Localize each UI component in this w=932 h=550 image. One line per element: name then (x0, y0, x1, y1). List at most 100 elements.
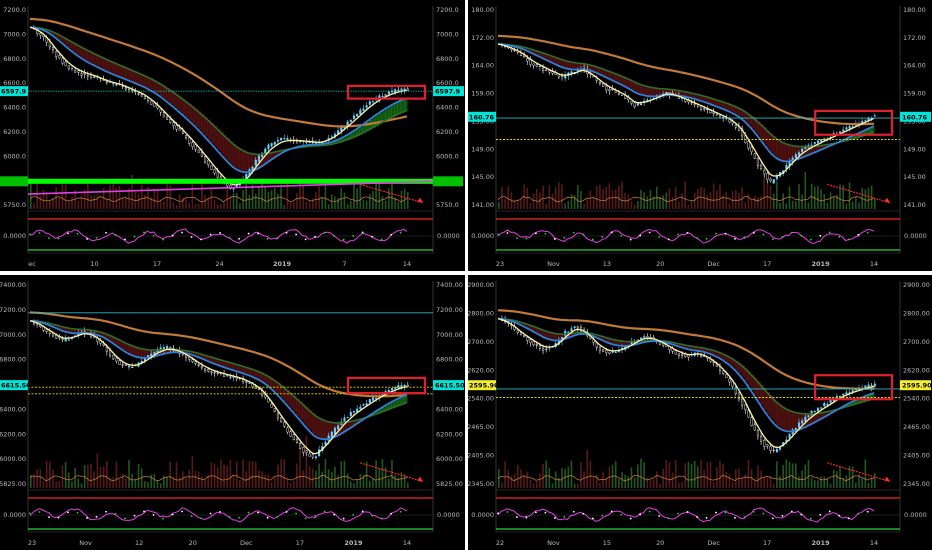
volume-bar (324, 458, 327, 488)
cloud-segment (362, 124, 367, 133)
cloud-segment (343, 422, 348, 433)
candle-body (722, 370, 725, 374)
volume-bar (836, 194, 838, 209)
volume-bar (112, 477, 114, 488)
candle-body (185, 135, 188, 138)
chart-panel-top-left[interactable]: 7200.0 7200.0 7000.0 7000.0 6800.0 6800.0 6600… (0, 0, 465, 271)
cloud-segment (681, 91, 685, 96)
volume-bar (197, 203, 200, 209)
cloud-segment (753, 118, 758, 132)
volume-bar (232, 192, 235, 209)
cloud-segment (817, 145, 821, 152)
cloud-segment (302, 404, 307, 424)
candle-body (118, 360, 121, 365)
y-tick-label: 6200.00 (436, 430, 463, 438)
volume-bar (315, 191, 317, 209)
candle-body (687, 354, 690, 358)
oscillator-dot (162, 517, 164, 520)
price-tag-left (468, 380, 496, 391)
x-tick-label: 2019 (344, 539, 363, 547)
price-tag-left-label: 6597.9 (1, 88, 27, 96)
chart-panel-top-right[interactable]: 180.00 180.00 172.00 172.00 164.00 164.00 159.… (468, 0, 932, 271)
oscillator-dot (563, 236, 566, 239)
volume-bar (52, 198, 54, 209)
volume-bar (662, 195, 664, 209)
oscillator-dot (323, 510, 326, 513)
candle-body (213, 169, 216, 174)
cloud-segment (744, 368, 749, 382)
cloud-segment (599, 335, 603, 339)
chart-panel-bottom-left[interactable]: 7400.00 7400.00 7200.00 7200.00 7000.00 7000.… (0, 275, 465, 550)
candle-body (191, 359, 194, 362)
oscillator-dot (181, 510, 183, 513)
candle-body (131, 366, 134, 368)
oscillator-dot (105, 231, 107, 234)
volume-bar (327, 204, 330, 209)
volume-bar (365, 461, 368, 488)
chart-svg: 2900.00 2900.00 2800.00 2800.00 2700.00 2700.… (468, 281, 932, 547)
cloud-segment (156, 81, 161, 95)
volume-bar (55, 187, 57, 209)
ema-slow-line (497, 317, 875, 415)
volume-bar (678, 202, 680, 209)
cloud-segment (201, 354, 205, 359)
oscillator-dot (715, 232, 717, 235)
cloud-segment (87, 329, 91, 334)
support-tag-right (433, 176, 463, 187)
candle-body (283, 421, 286, 427)
volume-bar (270, 481, 273, 488)
volume-bar (36, 469, 38, 488)
x-tick-label: 10 (90, 260, 98, 268)
volume-bar (750, 199, 753, 209)
x-tick-label: 17 (763, 539, 771, 547)
cloud-segment (867, 395, 872, 401)
volume-bar (832, 196, 835, 209)
volume-bar (251, 460, 254, 488)
volume-bar (131, 473, 133, 488)
chart-panel-bottom-right[interactable]: 2900.00 2900.00 2800.00 2800.00 2700.00 2700.… (468, 275, 932, 550)
candle-body (801, 148, 804, 152)
volume-bar (292, 202, 295, 209)
candle-body (245, 381, 248, 383)
oscillator-dot (572, 231, 575, 234)
volume-bar (201, 178, 203, 209)
cloud-segment (150, 349, 155, 358)
cloud-segment (384, 108, 389, 121)
y-tick-label-left: 6200.0 (3, 128, 26, 136)
candle-body (842, 393, 845, 396)
y-tick-label-left: 2405.00 (468, 452, 494, 460)
candle-body (257, 155, 261, 162)
volume-bar (826, 202, 829, 209)
candle-body (753, 424, 756, 431)
volume-bar (633, 204, 636, 209)
volume-bar (633, 477, 636, 488)
candle-body (772, 449, 775, 451)
candle-body (737, 392, 741, 400)
oscillator-dot (677, 512, 680, 515)
oscillator-dot (352, 234, 355, 237)
cloud-segment (261, 154, 265, 167)
oscillator-dot (86, 517, 88, 519)
volume-bar (722, 195, 724, 209)
cloud-segment (115, 63, 120, 76)
oscillator-dot (828, 231, 831, 234)
oscillator-dot (866, 231, 869, 234)
candle-body (573, 326, 576, 329)
volume-bar (99, 466, 102, 488)
cloud-segment (112, 62, 117, 75)
volume-bar (169, 461, 171, 488)
cloud-segment (614, 73, 619, 82)
cloud-segment (753, 377, 758, 396)
cloud-segment (68, 327, 72, 333)
oscillator-dot (743, 516, 746, 518)
volume-bar (690, 200, 693, 209)
volume-bar (407, 191, 409, 209)
candle-body (61, 58, 64, 64)
cloud-segment (182, 98, 186, 115)
volume-bar (501, 482, 503, 488)
cloud-segment (58, 325, 63, 330)
volume-bar (674, 460, 677, 488)
cloud-segment (356, 129, 360, 136)
candle-body (766, 173, 769, 180)
volume-bar (757, 465, 759, 488)
